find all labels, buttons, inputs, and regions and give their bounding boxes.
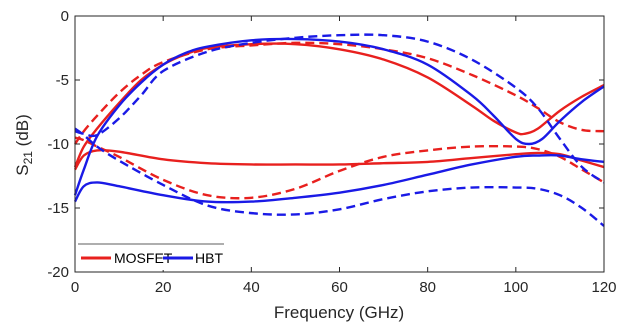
y-tick-label: -15 [47, 200, 69, 217]
y-axis-label-main: S [13, 164, 32, 175]
series-line-mosfet-dashed [74, 41, 605, 145]
series-line-hbt-dashed [74, 127, 605, 227]
y-axis-label-sub: 21 [21, 151, 35, 165]
y-tick-label: 0 [61, 8, 69, 25]
series-line-hbt-solid [73, 153, 605, 204]
x-axis-label: Frequency (GHz) [274, 303, 404, 322]
series-line-mosfet-solid [73, 42, 605, 168]
x-tick-label: 80 [419, 279, 436, 296]
x-tick-label: 0 [71, 279, 79, 296]
y-tick-label: -10 [47, 136, 69, 153]
x-tick-label: 40 [243, 279, 260, 296]
x-tick-label: 60 [331, 279, 348, 296]
plot-area [75, 16, 604, 272]
y-axis-label-unit: (dB) [13, 114, 32, 151]
series-layer [73, 33, 605, 227]
x-tick-label: 20 [155, 279, 172, 296]
legend-label-mosfet: MOSFET [114, 250, 173, 266]
y-tick-label: -20 [47, 264, 69, 281]
y-tick-label: -5 [56, 72, 69, 89]
series-line-mosfet-dashed [74, 136, 605, 200]
series-line-hbt-dashed [74, 33, 605, 184]
series-line-hbt-solid [73, 37, 605, 196]
x-tick-label: 120 [591, 279, 616, 296]
series-line-mosfet-solid [73, 148, 605, 171]
y-axis-label: S21 (dB) [13, 114, 35, 176]
legend-label-hbt: HBT [195, 250, 223, 266]
x-tick-label: 100 [503, 279, 528, 296]
ticks-layer: 0 20 40 60 80 100 120 0 -5 -10 -15 -20 [47, 8, 616, 296]
legend: MOSFET HBT [78, 243, 224, 270]
